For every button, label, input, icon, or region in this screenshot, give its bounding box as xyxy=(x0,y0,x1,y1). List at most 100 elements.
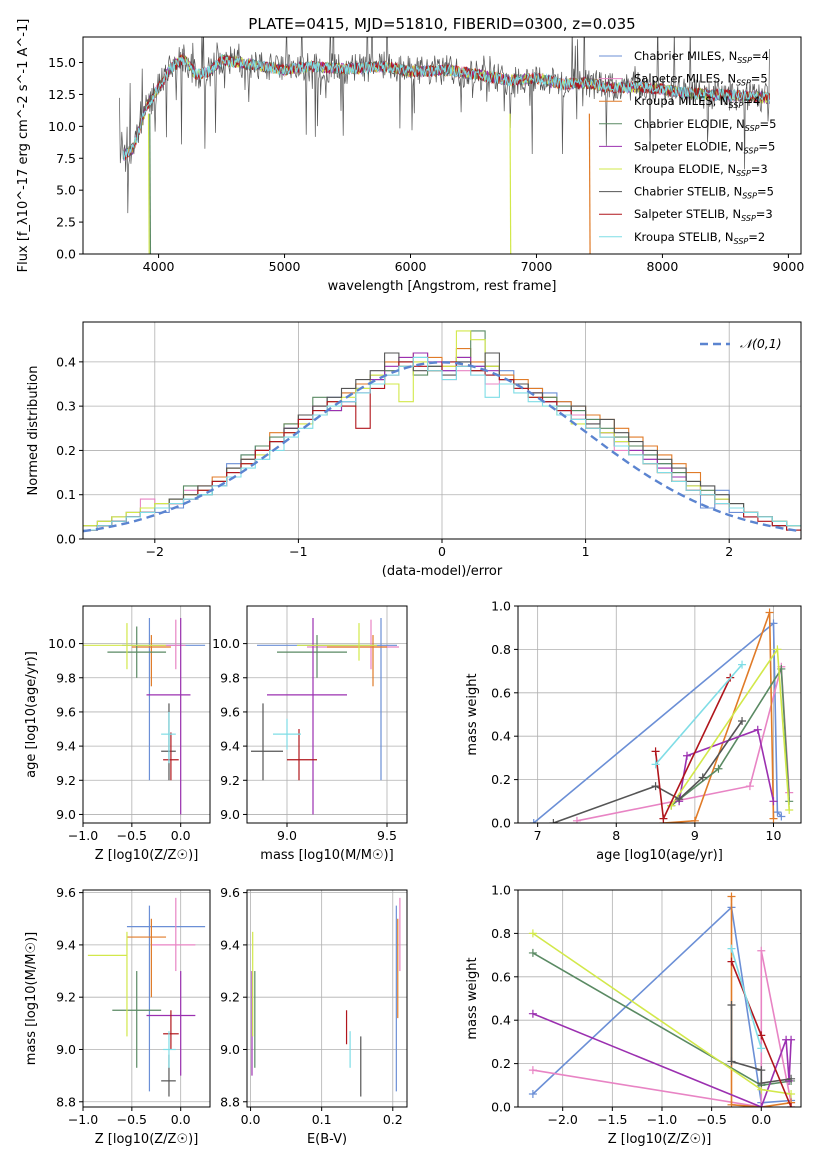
y-tick-label: 9.6 xyxy=(220,885,240,900)
mass-weight-marker xyxy=(714,764,723,773)
x-tick-label: 9000 xyxy=(772,259,804,274)
x-tick-label: 0.1 xyxy=(312,1112,332,1127)
mass-weight-marker xyxy=(765,608,774,617)
mass-weight-marker xyxy=(675,795,684,804)
panel-mass_weight_vs_Z: −2.0 −1.5 −1.0 −0.5 0.0 0.0 0.2 0.4 0.6 0.8 1.0 Z [… xyxy=(465,883,802,1147)
y-tick-label: 15.0 xyxy=(48,55,76,70)
y-tick-label: 9.2 xyxy=(56,773,76,788)
mass-weight-marker xyxy=(727,892,736,901)
x-tick-label: 2 xyxy=(725,544,733,559)
spectrum-drop xyxy=(509,113,512,254)
axes-frame xyxy=(82,605,211,824)
y-tick-label: 9.2 xyxy=(220,990,240,1005)
mass-weight-marker xyxy=(528,929,537,938)
y-axis-label: mass [log10(M/M☉)] xyxy=(24,932,39,1065)
x-tick-label: −1.0 xyxy=(68,828,98,843)
y-tick-label: 9.0 xyxy=(220,1042,240,1057)
y-tick-label: 0.0 xyxy=(56,532,76,547)
y-tick-label: 0.1 xyxy=(56,487,76,502)
x-axis-label: wavelength [Angstrom, rest frame] xyxy=(328,279,557,294)
panel-mass_vs_EBV: 0.0 0.1 0.2 8.8 9.0 9.2 9.4 9.6 E(B-V) xyxy=(220,885,408,1147)
y-tick-label: 0.3 xyxy=(56,399,76,414)
y-tick-label: 9.0 xyxy=(220,807,240,822)
panel-spectrum: 4000 5000 6000 7000 8000 9000 0.0 2.5 5.0 7.5 10.0… xyxy=(16,15,804,294)
mass-weight-marker xyxy=(549,819,558,823)
axes-frame xyxy=(82,889,211,1108)
x-tick-label: 8 xyxy=(612,828,620,843)
y-tick-label: 9.4 xyxy=(56,937,76,952)
x-tick-label: −1 xyxy=(289,544,307,559)
mass-weight-marker xyxy=(738,717,747,726)
mass-weight-marker xyxy=(787,1103,796,1107)
x-tick-label: −0.5 xyxy=(696,1112,726,1127)
mass-weight-marker xyxy=(528,948,537,957)
y-tick-label: 1.0 xyxy=(491,883,511,898)
x-tick-label: 0.0 xyxy=(751,1112,771,1127)
mass-weight-marker xyxy=(757,1103,766,1107)
x-axis-label: age [log10(age/yr)] xyxy=(596,848,723,863)
mass-weight-marker xyxy=(727,944,736,953)
mass-weight-marker xyxy=(727,957,736,966)
y-tick-label: 9.4 xyxy=(56,739,76,754)
x-tick-label: 9.5 xyxy=(377,828,397,843)
mass-weight-marker xyxy=(727,1100,736,1107)
mass-weight-marker xyxy=(769,814,778,823)
panel-age_vs_mass: 9.0 9.5 9.0 9.2 9.4 9.6 9.8 10.0 mass [log10(M/M… xyxy=(212,605,408,863)
x-axis-label: Z [log10(Z/Z☉)] xyxy=(95,1132,199,1147)
mass-weight-marker xyxy=(690,816,699,823)
x-axis-label: (data-model)/error xyxy=(382,564,503,579)
mass-weight-marker xyxy=(757,1031,766,1040)
y-axis-label: Flux [f_λ10^-17 erg cm^-2 s^-1 A^-1] xyxy=(16,19,31,273)
legend-label: Kroupa ELODIE, NSSP=3 xyxy=(634,162,768,178)
y-tick-label: 5.0 xyxy=(56,183,76,198)
mass-weight-marker xyxy=(785,805,794,814)
x-tick-label: 0 xyxy=(438,544,446,559)
legend-label: 𝒩(0,1) xyxy=(740,336,782,351)
mass-weight-marker xyxy=(683,751,692,760)
y-tick-label: 1.0 xyxy=(491,599,511,614)
x-axis-label: E(B-V) xyxy=(307,1132,347,1147)
x-tick-label: 9.0 xyxy=(277,828,297,843)
y-tick-label: 10.0 xyxy=(48,636,76,651)
legend-label: Salpeter MILES, NSSP=5 xyxy=(634,72,768,88)
mass-weight-marker xyxy=(773,808,782,817)
x-tick-label: 0.0 xyxy=(171,1112,191,1127)
mass-weight-marker xyxy=(698,773,707,782)
y-tick-label: 9.2 xyxy=(220,773,240,788)
mass-weight-marker xyxy=(787,1074,796,1083)
x-tick-label: −2.0 xyxy=(548,1112,578,1127)
y-tick-label: 9.0 xyxy=(56,807,76,822)
y-tick-label: 9.8 xyxy=(220,670,240,685)
mass-weight-marker xyxy=(745,782,754,791)
panel-mass_weight_vs_age: 7 8 9 10 0.0 0.2 0.4 0.6 0.8 1.0 age [log10(age/yr… xyxy=(465,599,802,863)
mass-weight-marker xyxy=(757,946,766,955)
y-axis-label: age [log10(age/yr)] xyxy=(24,651,39,778)
mass-weight-marker xyxy=(769,797,778,806)
spectrum-drop xyxy=(147,113,150,254)
axes-frame xyxy=(517,889,802,1108)
panel-age_vs_Z: −1.0 −0.5 0.0 9.0 9.2 9.4 9.6 9.8 10.0 Z [log10(Z… xyxy=(24,605,211,863)
histogram-step xyxy=(83,356,801,531)
y-tick-label: 8.8 xyxy=(56,1094,76,1109)
gaussian-curve xyxy=(83,361,801,533)
x-axis-label: mass [log10(M/M☉)] xyxy=(260,848,393,863)
plot-area xyxy=(83,617,206,815)
x-axis-label: Z [log10(Z/Z☉)] xyxy=(608,1132,712,1147)
x-tick-label: 7000 xyxy=(521,259,553,274)
y-tick-label: 0.0 xyxy=(491,816,511,831)
mass-weight-marker xyxy=(757,1066,766,1075)
y-tick-label: 9.6 xyxy=(56,885,76,900)
x-tick-label: 7 xyxy=(534,828,542,843)
axes-frame xyxy=(246,605,408,824)
y-tick-label: 0.4 xyxy=(491,1013,511,1028)
plot-area xyxy=(87,897,206,1097)
spectrum-drop xyxy=(588,113,591,254)
mass-weight-marker xyxy=(528,1066,537,1075)
plot-area xyxy=(528,892,796,1107)
mass-weight-line xyxy=(670,666,790,807)
x-tick-label: −1.0 xyxy=(68,1112,98,1127)
y-tick-label: 9.8 xyxy=(56,670,76,685)
chart-title: PLATE=0415, MJD=51810, FIBERID=0300, z=0… xyxy=(248,15,635,33)
spectrum-drop xyxy=(149,113,152,254)
